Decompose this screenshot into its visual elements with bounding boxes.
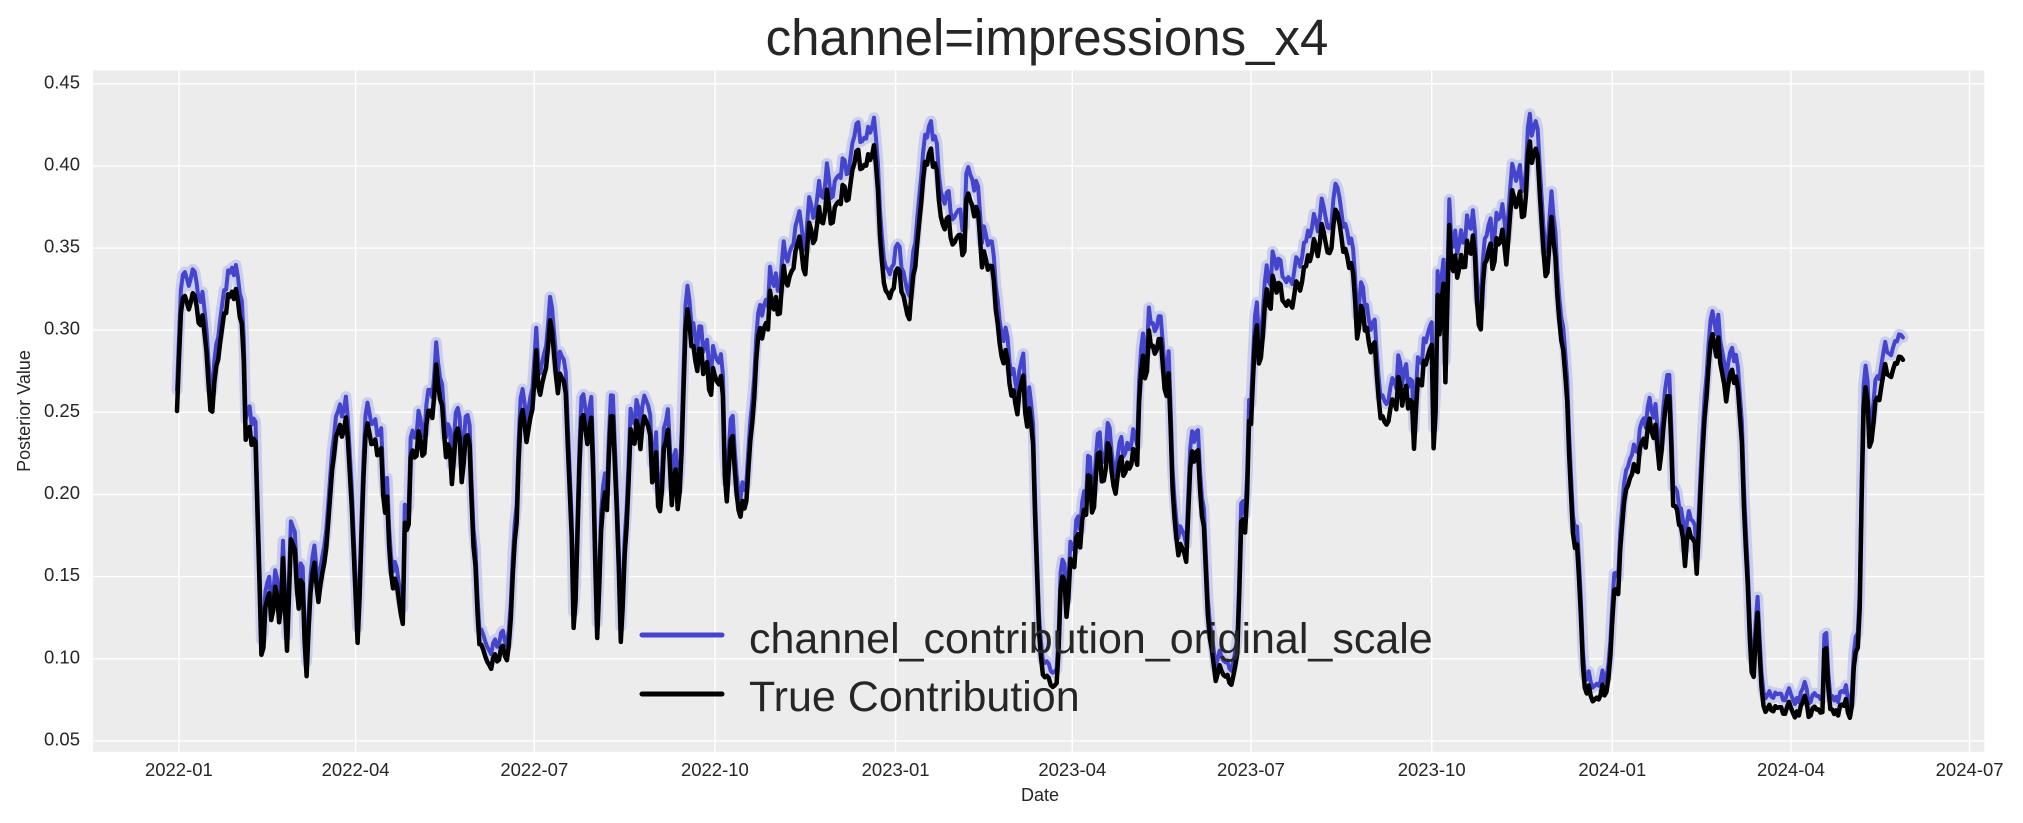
svg-text:2023-07: 2023-07: [1217, 759, 1285, 780]
svg-text:True Contribution: True Contribution: [749, 673, 1080, 721]
svg-text:2022-10: 2022-10: [681, 759, 749, 780]
svg-text:2022-04: 2022-04: [322, 759, 390, 780]
svg-text:Posterior Value: Posterior Value: [14, 350, 34, 472]
svg-text:0.10: 0.10: [44, 646, 80, 667]
svg-text:2022-07: 2022-07: [500, 759, 568, 780]
svg-text:2023-04: 2023-04: [1038, 759, 1106, 780]
svg-text:2024-04: 2024-04: [1757, 759, 1825, 780]
svg-text:2024-01: 2024-01: [1578, 759, 1646, 780]
svg-text:0.25: 0.25: [44, 400, 80, 421]
svg-text:2024-07: 2024-07: [1936, 759, 2004, 780]
svg-text:0.05: 0.05: [44, 728, 80, 749]
svg-text:channel=impressions_x4: channel=impressions_x4: [766, 9, 1329, 66]
svg-text:2022-01: 2022-01: [145, 759, 213, 780]
svg-text:0.40: 0.40: [44, 153, 80, 174]
svg-text:2023-01: 2023-01: [862, 759, 930, 780]
svg-text:0.45: 0.45: [44, 71, 80, 92]
svg-text:0.15: 0.15: [44, 564, 80, 585]
svg-text:0.35: 0.35: [44, 236, 80, 257]
svg-text:2023-10: 2023-10: [1398, 759, 1466, 780]
svg-text:channel_contribution_original_: channel_contribution_original_scale: [749, 615, 1433, 663]
svg-text:0.30: 0.30: [44, 318, 80, 339]
svg-text:Date: Date: [1021, 785, 1059, 805]
svg-text:0.20: 0.20: [44, 482, 80, 503]
